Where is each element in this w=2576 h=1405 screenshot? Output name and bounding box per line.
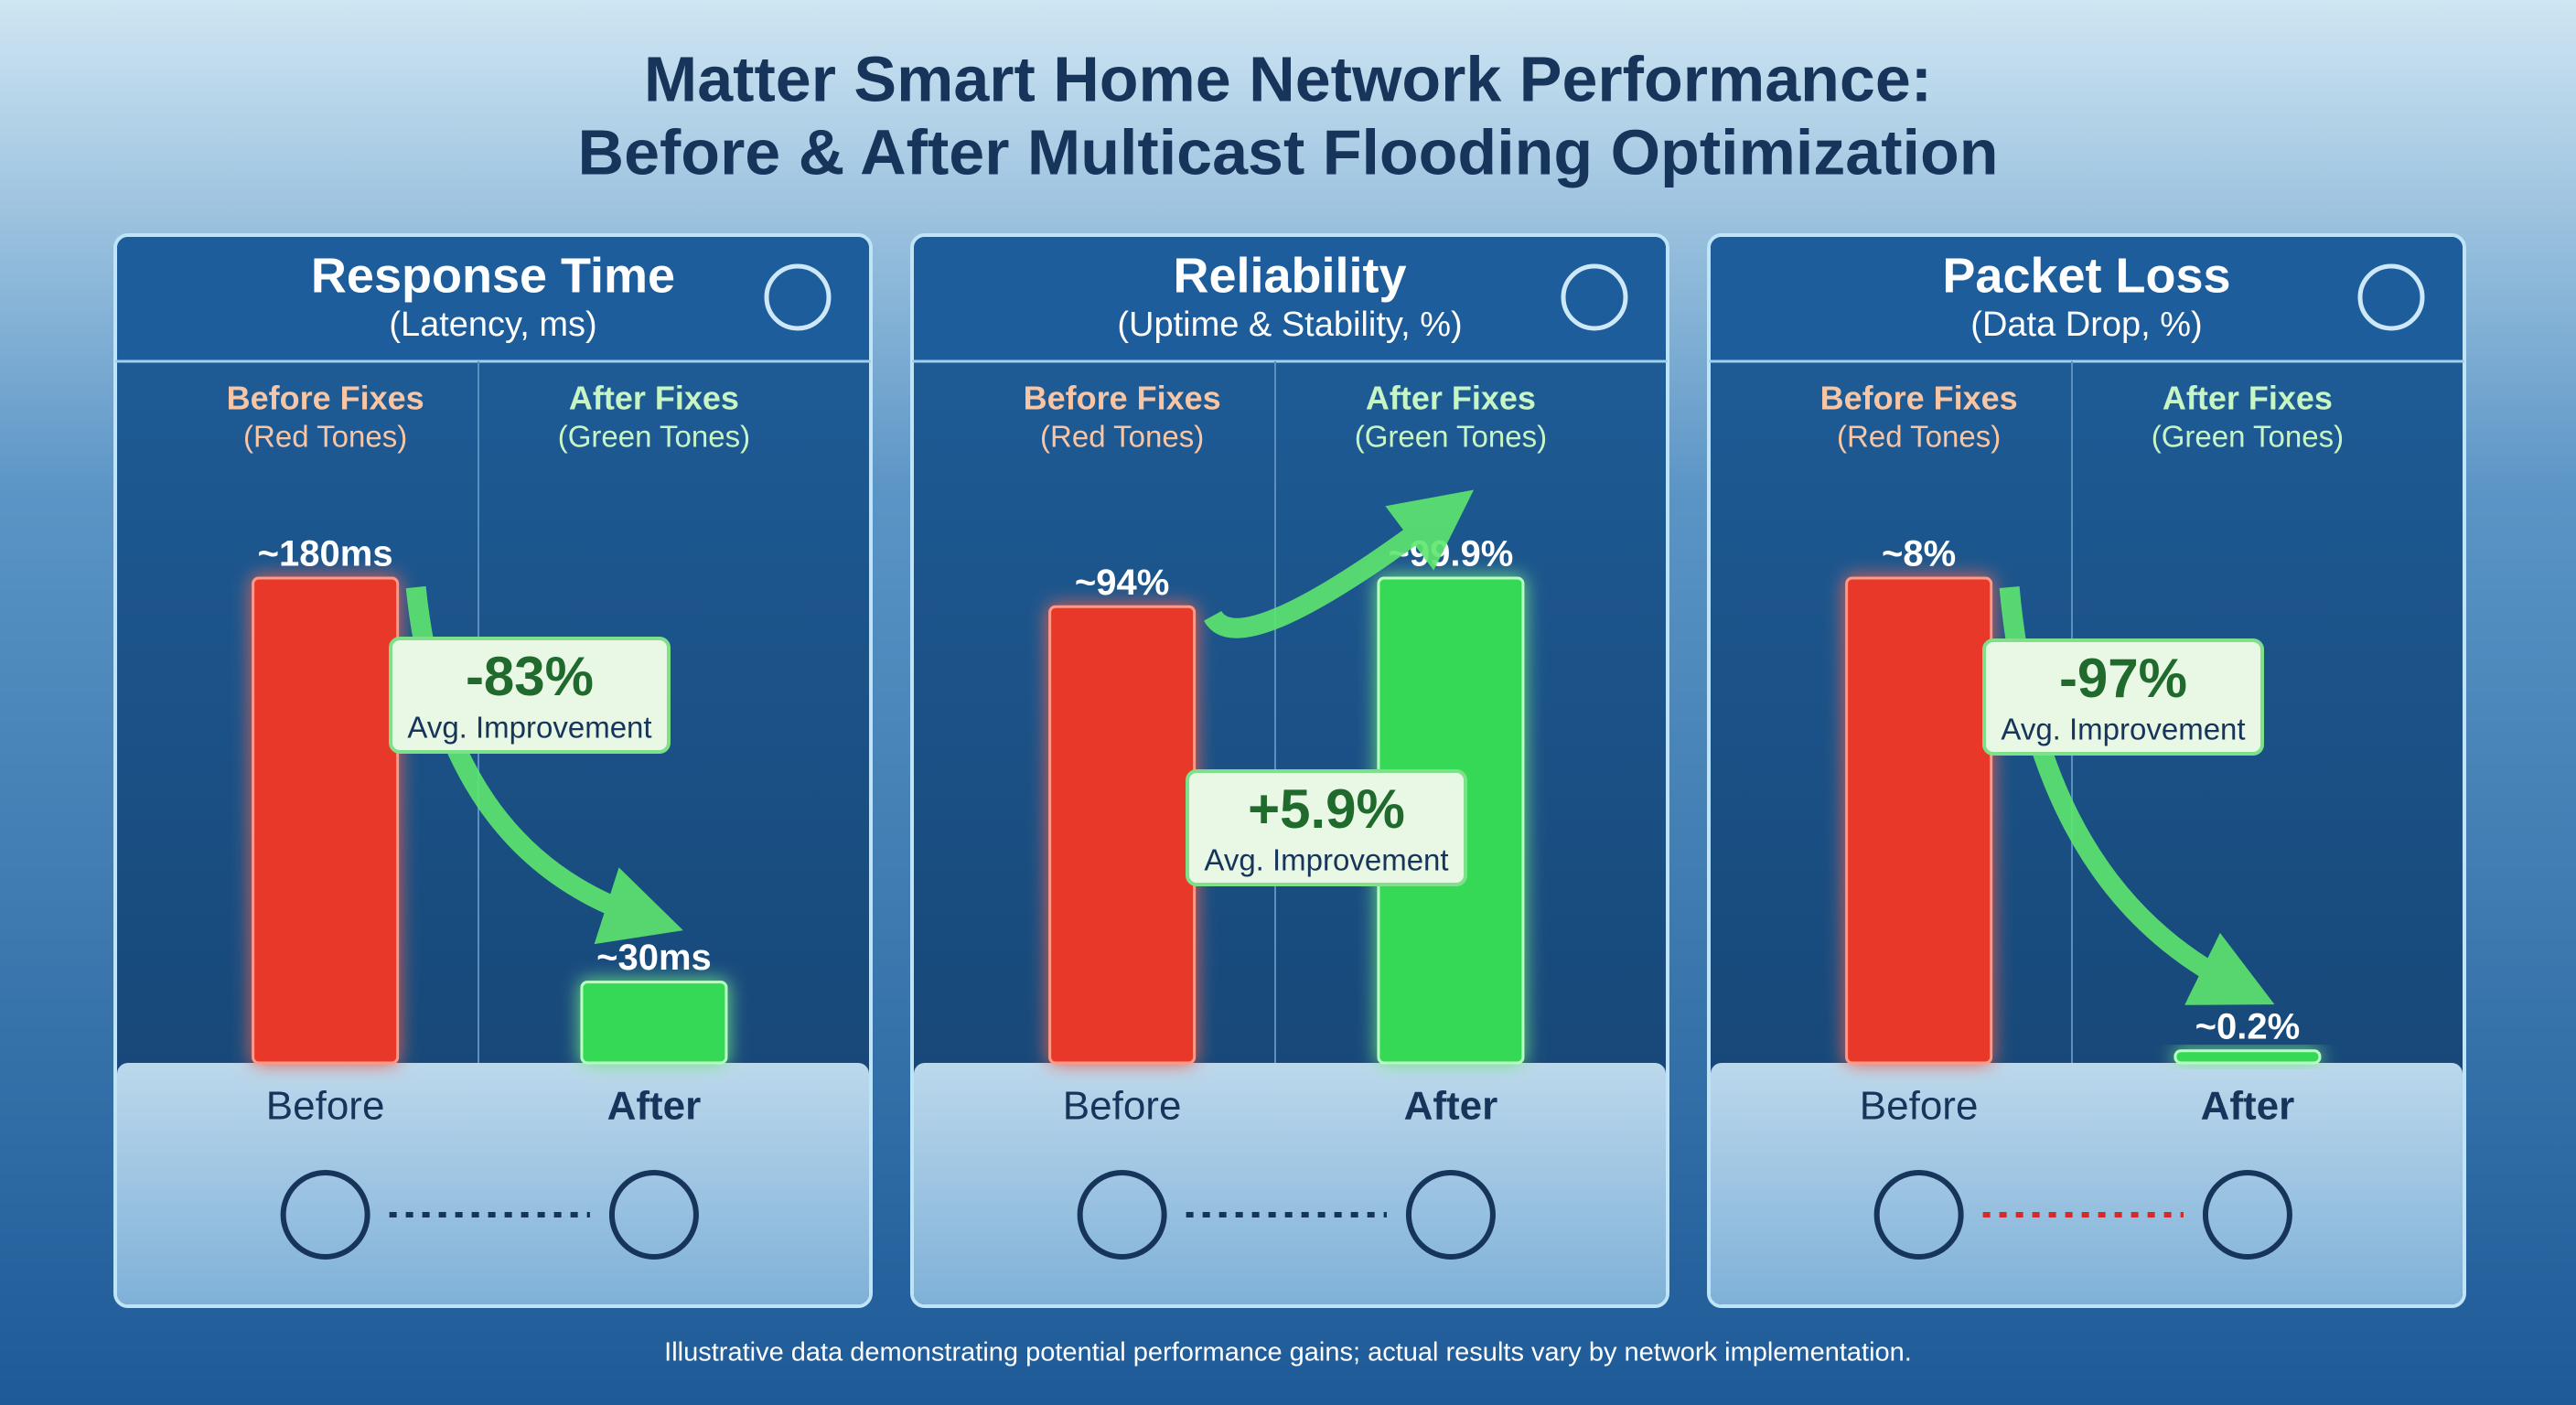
panel-footer [914,1063,1666,1304]
panel-icon [2357,263,2425,331]
category-label: After [1404,1084,1498,1129]
panel-footer [1711,1063,2463,1304]
panel-footer [117,1063,869,1304]
column-subheader: (Red Tones) [1837,420,2001,454]
footnote: Illustrative data demonstrating potentia… [664,1338,1912,1367]
footer-icon [1405,1170,1496,1260]
column-subheader: (Red Tones) [243,420,407,454]
category-label: After [2201,1084,2295,1129]
footer-icon [1077,1170,1167,1260]
title-line: Before & After Multicast Flooding Optimi… [578,116,1999,188]
bar [1845,576,1993,1065]
improvement-box [389,637,671,754]
title-line: Matter Smart Home Network Performance: [644,43,1932,114]
footer-icon [280,1170,370,1260]
improvement-box [1186,769,1467,886]
value-label: ~8% [1882,534,1956,574]
panel-subtitle: (Data Drop, %) [1970,306,2202,344]
improvement-box [1982,638,2264,756]
panel-header [117,237,869,361]
panel-title: Response Time [311,248,675,303]
value-label: ~94% [1075,563,1169,603]
column-header: After Fixes [569,380,739,417]
footer-icon [608,1170,699,1260]
column-subheader: (Red Tones) [1040,420,1204,454]
column-subheader: (Green Tones) [1355,420,1547,454]
value-label: ~180ms [258,534,393,574]
improvement-value: -97% [2059,648,2187,709]
category-label: Before [1063,1084,1182,1129]
chart-panel: Packet Loss(Data Drop, %) ~8% ~0.2% -97% Avg… [1707,233,2466,1308]
improvement-value: +5.9% [1248,778,1405,840]
column-header: After Fixes [1366,380,1536,417]
footer-icon [2202,1170,2292,1260]
panel-header [1711,237,2463,361]
improvement-value: -83% [466,646,594,707]
value-label: ~0.2% [2195,1006,2301,1046]
panels: Response Time(Latency, ms) ~180ms ~30ms -83… [113,233,2466,1308]
improvement-note: Avg. Improvement [1204,843,1448,877]
panel-header [914,237,1666,361]
panel-subtitle: (Latency, ms) [389,306,596,344]
category-label: Before [1860,1084,1979,1129]
column-header: Before Fixes [227,380,424,417]
improvement-note: Avg. Improvement [2001,713,2245,746]
panel-subtitle: (Uptime & Stability, %) [1117,306,1462,344]
value-label: ~30ms [596,938,712,978]
trend-arrow [1204,489,1475,638]
column-subheader: (Green Tones) [2152,420,2344,454]
category-label: After [607,1084,702,1129]
panel-title: Packet Loss [1942,248,2230,303]
improvement-note: Avg. Improvement [407,711,651,745]
column-subheader: (Green Tones) [558,420,750,454]
panel-title: Reliability [1173,248,1406,303]
bar [1048,605,1197,1065]
column-header: After Fixes [2163,380,2333,417]
column-header: Before Fixes [1024,380,1221,417]
panel-icon [764,263,832,331]
chart-panel: Response Time(Latency, ms) ~180ms ~30ms -83… [113,233,873,1308]
panel-icon [1561,263,1628,331]
column-header: Before Fixes [1820,380,2018,417]
chart-panel: Reliability(Uptime & Stability, %)~94%~9… [910,233,1669,1308]
footer-icon [1873,1170,1964,1260]
category-label: Before [266,1084,385,1129]
bar [252,576,400,1065]
bar [580,981,728,1065]
bar [2174,1049,2322,1065]
